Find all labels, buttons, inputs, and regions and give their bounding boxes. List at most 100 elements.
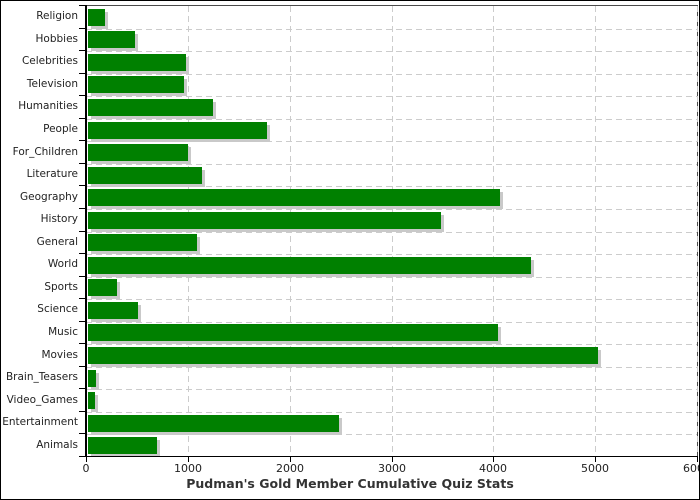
- y-axis-tick: [79, 73, 86, 74]
- y-axis-tick: [79, 50, 86, 51]
- y-axis-tick: [79, 231, 86, 232]
- bar-animals: [88, 437, 157, 455]
- y-axis-label-general: General: [36, 235, 78, 248]
- row-gridline: [86, 209, 697, 210]
- x-axis-tick: [595, 457, 596, 462]
- x-axis-tick-label-3000: 3000: [378, 462, 406, 475]
- bar-literature: [88, 166, 202, 184]
- row-gridline: [86, 96, 697, 97]
- y-axis-label-music: Music: [48, 325, 78, 338]
- row-gridline: [86, 434, 697, 435]
- value-gridline-2000: [290, 6, 291, 457]
- y-axis-tick: [79, 118, 86, 119]
- row-gridline: [86, 119, 697, 120]
- y-axis-tick: [79, 185, 86, 186]
- bar-people: [88, 121, 267, 139]
- y-axis-tick: [79, 140, 86, 141]
- bar-humanities: [88, 98, 213, 116]
- x-axis-tick: [493, 457, 494, 462]
- y-axis-tick: [79, 366, 86, 367]
- y-axis-label-people: People: [43, 123, 78, 136]
- y-axis-tick: [79, 95, 86, 96]
- x-axis-line: [85, 456, 698, 457]
- y-axis-label-brain_teasers: Brain_Teasers: [5, 371, 78, 384]
- y-axis-label-movies: Movies: [41, 348, 78, 361]
- y-axis-label-religion: Religion: [36, 10, 78, 23]
- y-axis-tick: [79, 253, 86, 254]
- y-axis-label-for_children: For_Children: [12, 145, 78, 158]
- y-axis-tick: [79, 163, 86, 164]
- bar-video_games: [88, 392, 95, 410]
- y-axis-label-sports: Sports: [44, 280, 78, 293]
- y-axis-label-humanities: Humanities: [18, 100, 78, 113]
- x-axis-tick: [697, 457, 698, 462]
- row-gridline: [86, 232, 697, 233]
- bar-for_children: [88, 144, 188, 162]
- x-axis-tick-label-6000: 6000: [683, 462, 699, 475]
- bar-sports: [88, 279, 117, 297]
- row-gridline: [86, 254, 697, 255]
- row-gridline: [86, 344, 697, 345]
- y-axis-label-video_games: Video_Games: [6, 393, 78, 406]
- value-gridline-1000: [188, 6, 189, 457]
- row-gridline: [86, 141, 697, 142]
- y-axis-label-television: Television: [26, 77, 78, 90]
- row-gridline: [86, 29, 697, 30]
- y-axis-tick: [79, 411, 86, 412]
- bar-history: [88, 211, 441, 229]
- y-axis-label-literature: Literature: [26, 168, 78, 181]
- x-axis-tick-label-1000: 1000: [174, 462, 202, 475]
- y-axis-label-history: History: [40, 213, 78, 226]
- row-gridline: [86, 299, 697, 300]
- y-axis-tick: [79, 28, 86, 29]
- value-gridline-4000: [493, 6, 494, 457]
- row-gridline: [86, 367, 697, 368]
- x-axis-tick: [290, 457, 291, 462]
- bar-brain_teasers: [88, 369, 96, 387]
- y-axis-tick: [79, 298, 86, 299]
- x-axis-tick-label-5000: 5000: [581, 462, 609, 475]
- x-axis-tick: [392, 457, 393, 462]
- row-gridline: [86, 277, 697, 278]
- y-axis-label-hobbies: Hobbies: [35, 32, 79, 45]
- row-gridline: [86, 164, 697, 165]
- row-gridline: [86, 412, 697, 413]
- row-gridline: [86, 74, 697, 75]
- value-gridline-3000: [392, 6, 393, 457]
- row-gridline: [86, 389, 697, 390]
- y-axis-tick: [79, 208, 86, 209]
- x-axis-tick: [86, 457, 87, 462]
- x-axis-tick-label-2000: 2000: [276, 462, 304, 475]
- x-axis-tick-label-4000: 4000: [479, 462, 507, 475]
- plot-area: [86, 5, 698, 457]
- bar-world: [88, 256, 531, 274]
- y-axis-tick: [79, 433, 86, 434]
- bar-religion: [88, 8, 105, 26]
- value-gridline-6000: [697, 6, 698, 457]
- row-gridline: [86, 186, 697, 187]
- bar-movies: [88, 347, 598, 365]
- y-axis-label-entertainment: Entertainment: [2, 416, 78, 429]
- bar-general: [88, 234, 197, 252]
- y-axis-label-animals: Animals: [36, 438, 78, 451]
- y-axis-label-geography: Geography: [20, 190, 78, 203]
- chart-title: Pudman's Gold Member Cumulative Quiz Sta…: [186, 476, 514, 491]
- y-axis-label-world: World: [47, 258, 78, 271]
- y-axis-tick: [79, 343, 86, 344]
- y-axis-line: [85, 5, 87, 457]
- x-axis-tick-label-0: 0: [82, 462, 90, 475]
- y-axis-tick: [79, 321, 86, 322]
- bar-television: [88, 76, 184, 94]
- y-axis-label-celebrities: Celebrities: [21, 55, 78, 68]
- bar-science: [88, 301, 138, 319]
- y-axis-tick: [79, 5, 86, 6]
- bar-geography: [88, 189, 500, 207]
- x-axis-tick: [188, 457, 189, 462]
- y-axis-tick: [79, 388, 86, 389]
- row-gridline: [86, 51, 697, 52]
- row-gridline: [86, 322, 697, 323]
- y-axis-tick: [79, 456, 86, 457]
- y-axis-tick: [79, 276, 86, 277]
- bar-entertainment: [88, 414, 339, 432]
